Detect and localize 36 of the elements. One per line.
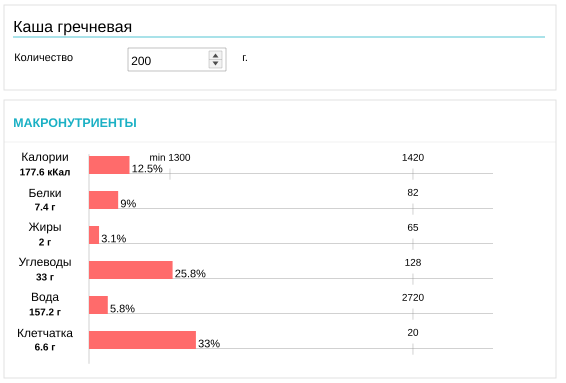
bar (89, 226, 100, 244)
data-label: 12.5% (132, 164, 162, 172)
data-label: 9% (120, 200, 136, 208)
text: 1420 (402, 154, 424, 161)
text: 2 г (39, 238, 51, 246)
chart-subtitle: МАКРОНУТРИЕНТЫ (14, 118, 136, 128)
bar (89, 191, 118, 210)
text: 7.4 г (35, 204, 56, 210)
text: 6.6 г (34, 343, 56, 351)
y-tick-label: Клетчатка (18, 328, 73, 338)
data-label: 33% (198, 340, 220, 348)
data-label: 25.8% (175, 270, 206, 278)
bar (89, 156, 130, 174)
data-label: 3.1% (102, 234, 126, 242)
text: 200 (132, 56, 151, 66)
bar (89, 331, 196, 350)
text: 33 г (36, 273, 54, 281)
annotation: min 1300 (150, 154, 190, 161)
y-tick-label: Белки (29, 188, 61, 198)
text: 177.6 кКал (20, 168, 70, 176)
bar (89, 296, 108, 314)
data-label: 5.8% (110, 304, 135, 312)
text: 20 (408, 328, 418, 336)
y-tick-label: Калории (22, 152, 68, 164)
text: г. (242, 55, 247, 61)
text: 2720 (402, 294, 424, 301)
text: Количество (15, 53, 73, 62)
y-tick-label: Углеводы (18, 258, 71, 268)
text: 65 (408, 224, 418, 231)
text: 157.2 г (30, 308, 61, 316)
chart-title: Каша гречневая (14, 21, 132, 36)
text: 128 (405, 258, 421, 266)
text: 82 (408, 188, 418, 196)
y-tick-label: Жиры (28, 222, 61, 234)
bar (89, 261, 173, 280)
y-tick-label: Вода (32, 292, 59, 304)
